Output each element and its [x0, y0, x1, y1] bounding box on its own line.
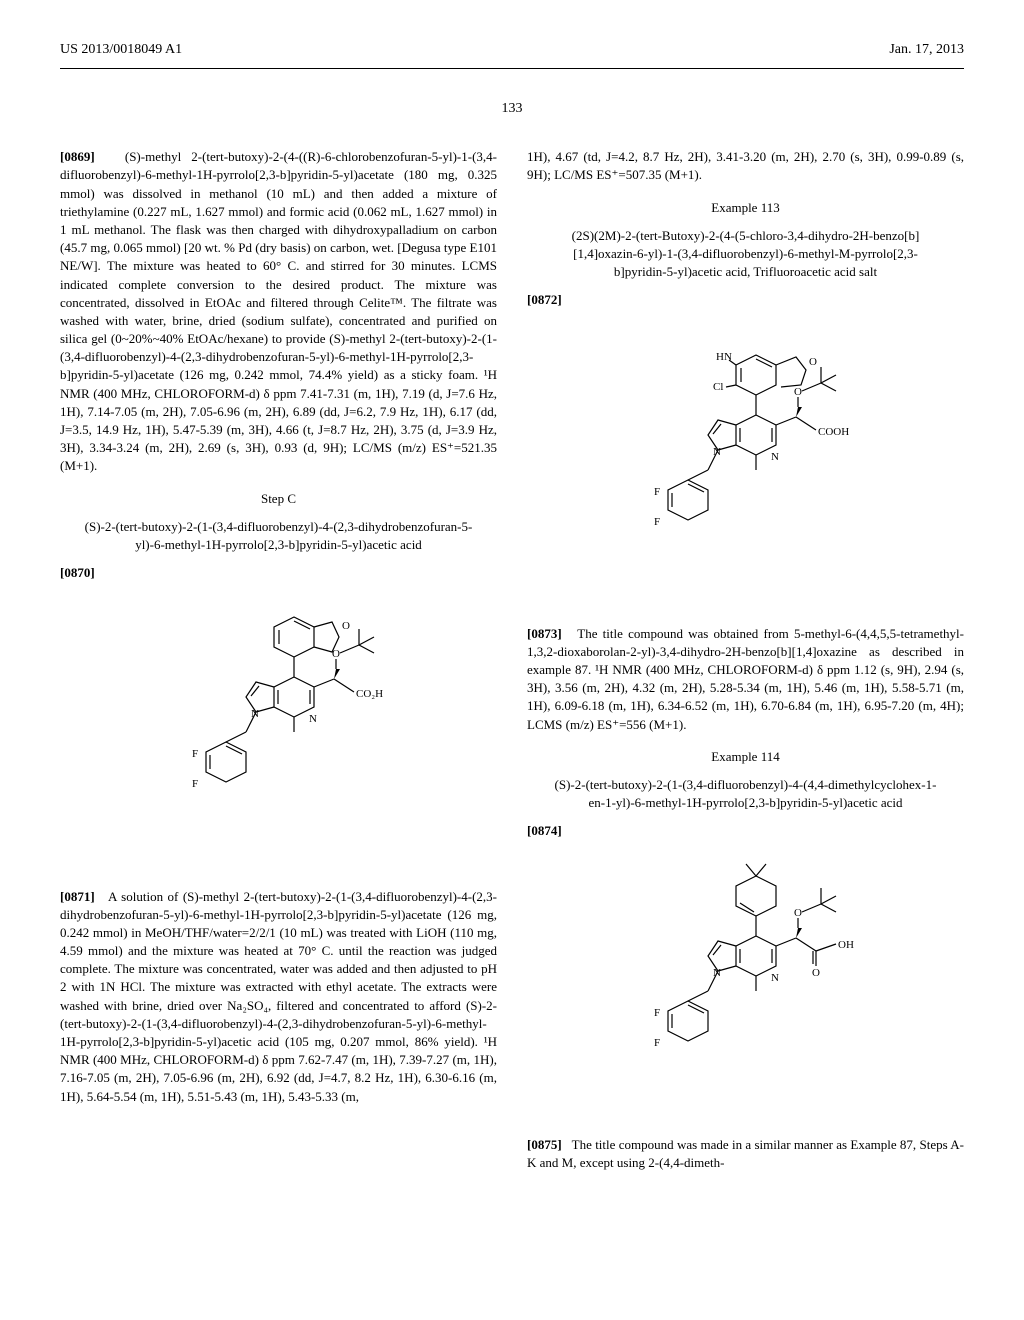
paragraph-0875: [0875] The title compound was made in a … — [527, 1136, 964, 1172]
svg-text:O: O — [812, 967, 820, 979]
chemical-structure-0874: N N O O OH — [527, 856, 964, 1121]
svg-text:O: O — [794, 386, 802, 398]
svg-text:F: F — [192, 778, 198, 790]
compound-title-c: (S)-2-(tert-butoxy)-2-(1-(3,4-difluorobe… — [60, 518, 497, 554]
step-c-title: Step C — [60, 490, 497, 508]
compound-title-113: (2S)(2M)-2-(tert-Butoxy)-2-(4-(5-chloro-… — [527, 227, 964, 282]
svg-text:OH: OH — [838, 939, 854, 951]
svg-text:O: O — [809, 356, 817, 368]
para-text-0875: The title compound was made in a similar… — [527, 1137, 964, 1170]
svg-text:COOH: COOH — [818, 426, 849, 438]
svg-text:CO₂H: CO₂H — [356, 688, 383, 700]
chemical-structure-0872: O HN Cl N N — [527, 325, 964, 610]
para-label-0873: [0873] — [527, 626, 562, 641]
para-label-0869: [0869] — [60, 149, 95, 164]
svg-text:Cl: Cl — [713, 381, 723, 393]
paragraph-0873: [0873] The title compound was obtained f… — [527, 625, 964, 734]
svg-text:O: O — [794, 907, 802, 919]
para-text-0869: (S)-methyl 2-(tert-butoxy)-2-(4-((R)-6-c… — [60, 149, 497, 473]
svg-text:N: N — [309, 713, 317, 725]
right-column: 1H), 4.67 (td, J=4.2, 8.7 Hz, 2H), 3.41-… — [527, 148, 964, 1182]
patent-number: US 2013/0018049 A1 — [60, 40, 182, 60]
publication-date: Jan. 17, 2013 — [889, 40, 964, 60]
svg-text:N: N — [771, 972, 779, 984]
para-label-0874: [0874] — [527, 822, 964, 840]
svg-text:N: N — [771, 451, 779, 463]
svg-text:O: O — [342, 620, 350, 632]
example-113-title: Example 113 — [527, 199, 964, 217]
svg-text:F: F — [192, 748, 198, 760]
example-114-title: Example 114 — [527, 748, 964, 766]
para-label-0871: [0871] — [60, 889, 95, 904]
svg-text:O: O — [332, 648, 340, 660]
svg-text:F: F — [654, 516, 660, 528]
header-rule — [60, 68, 964, 69]
para-text-0871: A solution of (S)-methyl 2-(tert-butoxy)… — [60, 889, 497, 1104]
para-label-0875: [0875] — [527, 1137, 562, 1152]
svg-text:F: F — [654, 486, 660, 498]
svg-text:F: F — [654, 1037, 660, 1049]
paragraph-0869: [0869] (S)-methyl 2-(tert-butoxy)-2-(4-(… — [60, 148, 497, 475]
left-column: [0869] (S)-methyl 2-(tert-butoxy)-2-(4-(… — [60, 148, 497, 1182]
compound-title-114: (S)-2-(tert-butoxy)-2-(1-(3,4-difluorobe… — [527, 776, 964, 812]
para-text-0873: The title compound was obtained from 5-m… — [527, 626, 964, 732]
para-label-0872: [0872] — [527, 291, 964, 309]
paragraph-0871: [0871] A solution of (S)-methyl 2-(tert-… — [60, 888, 497, 1106]
paragraph-continuation: 1H), 4.67 (td, J=4.2, 8.7 Hz, 2H), 3.41-… — [527, 148, 964, 184]
svg-text:F: F — [654, 1007, 660, 1019]
page-number: 133 — [60, 99, 964, 119]
chemical-structure-0870: O N N O — [60, 597, 497, 872]
para-label-0870: [0870] — [60, 564, 497, 582]
svg-text:HN: HN — [716, 351, 732, 363]
